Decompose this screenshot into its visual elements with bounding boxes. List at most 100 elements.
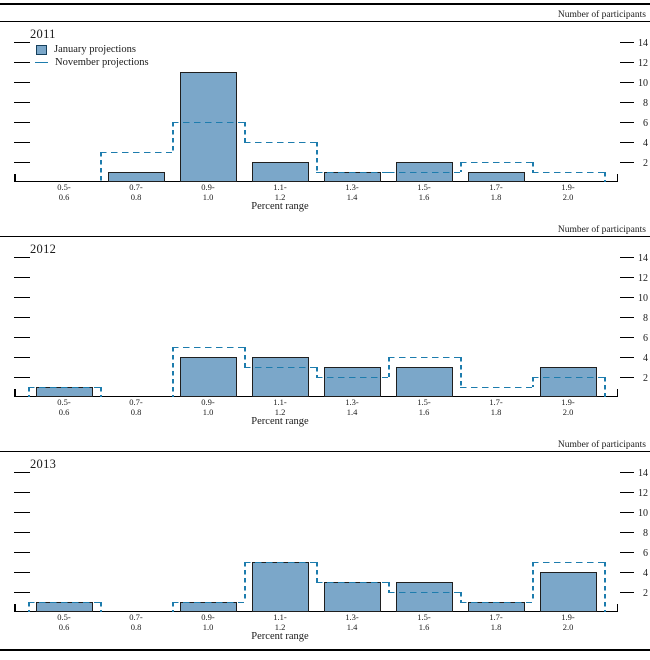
y-tick-left [14, 41, 30, 44]
y-tick-left [14, 376, 30, 379]
x-tick-line1: 0.5- [57, 397, 71, 408]
x-tick-line1: 1.9- [561, 182, 575, 193]
november-dash-connector [604, 172, 606, 183]
x-tick-line1: 0.9- [201, 612, 215, 623]
november-dash-segment [172, 601, 244, 604]
november-dash-segment [244, 561, 316, 564]
y-tick-label: 8 [643, 313, 648, 325]
x-tick-label: 1.1- 1.2 [244, 183, 316, 202]
x-tick-line2: 1.6 [418, 406, 430, 417]
legend-item-january: January projections [36, 43, 149, 56]
legend-label-november: November projections [55, 57, 149, 69]
x-axis-2011: 0.5- 0.6 0.7- 0.8 0.9- 1.0 1.1- 1.2 1.3- 1.4 1.5- 1… [0, 182, 650, 202]
y-tick-left [14, 121, 30, 124]
y-tick-label: 4 [643, 138, 648, 150]
y-tick-right [620, 141, 634, 144]
x-tick-line1: 1.5- [417, 182, 431, 193]
histogram-bar [539, 367, 597, 398]
november-dash-segment [460, 601, 532, 604]
november-dash-connector [172, 347, 174, 398]
y-tick-left [14, 81, 30, 84]
x-tick-line2: 1.6 [418, 621, 430, 632]
histogram-bar [179, 357, 237, 398]
histogram-bar [467, 602, 525, 613]
y-tick-left [14, 296, 30, 299]
x-tick-label: 1.3- 1.4 [316, 398, 388, 417]
histogram-bar [467, 172, 525, 183]
x-tick-label: 1.5- 1.6 [388, 183, 460, 202]
x-tick-line2: 1.2 [274, 406, 286, 417]
y-tick-label: 2 [643, 373, 648, 385]
november-dash-connector [100, 152, 102, 183]
histogram-bar [35, 602, 93, 613]
y-tick-right [620, 336, 634, 339]
november-dash-segment [244, 141, 316, 144]
x-tick-label: 1.5- 1.6 [388, 613, 460, 632]
y-tick-left [14, 61, 30, 64]
november-dash-segment [460, 161, 532, 164]
y-tick-label: 12 [638, 273, 648, 285]
x-axis-end-tick [616, 604, 618, 613]
histogram-bar [323, 582, 381, 613]
november-dash-connector [460, 592, 462, 603]
x-tick-label: 0.9- 1.0 [172, 613, 244, 632]
x-axis-end-tick [616, 174, 618, 183]
y-tick-label: 2 [643, 588, 648, 600]
y-tick-right [620, 471, 634, 474]
x-tick-line2: 1.0 [202, 621, 214, 632]
histogram-bar [251, 162, 309, 183]
y-tick-right [620, 356, 634, 359]
y-tick-label: 14 [638, 253, 648, 265]
november-dash-segment [244, 366, 316, 369]
y-tick-left [14, 491, 30, 494]
y-tick-right [620, 296, 634, 299]
november-dash-segment [100, 151, 172, 154]
y-tick-right [620, 161, 634, 164]
x-tick-line2: 2.0 [562, 406, 574, 417]
y-tick-left [14, 511, 30, 514]
legend-label-january: January projections [54, 44, 136, 56]
x-tick-line1: 1.7- [489, 397, 503, 408]
plot-area-2013: 2013 2 4 6 8 10 12 14 [0, 452, 650, 613]
x-tick-line1: 0.7- [129, 182, 143, 193]
histogram-bar [539, 572, 597, 613]
x-tick-line2: 1.4 [346, 191, 358, 202]
november-dash-connector [100, 602, 102, 613]
x-tick-line1: 1.1- [273, 612, 287, 623]
y-tick-right [620, 376, 634, 379]
november-dash-connector [460, 162, 462, 173]
november-dash-connector [172, 602, 174, 613]
november-dash-segment [172, 121, 244, 124]
x-axis-end-tick [14, 389, 16, 398]
x-tick-line2: 2.0 [562, 621, 574, 632]
x-tick-line2: 1.6 [418, 191, 430, 202]
x-tick-line2: 1.8 [490, 191, 502, 202]
x-tick-line2: 1.0 [202, 191, 214, 202]
y-tick-right [620, 81, 634, 84]
y-tick-right [620, 316, 634, 319]
x-axis-title: Percent range [251, 631, 309, 643]
x-tick-line1: 1.7- [489, 612, 503, 623]
x-tick-line2: 0.6 [58, 621, 70, 632]
november-dash-segment [316, 376, 388, 379]
x-tick-line1: 0.7- [129, 397, 143, 408]
x-tick-label: 0.7- 0.8 [100, 613, 172, 632]
x-axis-end-tick [14, 174, 16, 183]
x-tick-label: 1.7- 1.8 [460, 398, 532, 417]
panel-year-title: 2011 [30, 27, 56, 42]
november-dash-segment [388, 356, 460, 359]
x-axis-2012: 0.5- 0.6 0.7- 0.8 0.9- 1.0 1.1- 1.2 1.3- 1.4 1.5- 1… [0, 397, 650, 417]
legend-item-november: November projections [35, 56, 149, 69]
x-tick-line2: 1.4 [346, 621, 358, 632]
x-tick-line2: 1.2 [274, 191, 286, 202]
y-tick-right [620, 551, 634, 554]
november-dash-segment [28, 601, 100, 604]
y-tick-left [14, 471, 30, 474]
y-tick-label: 12 [638, 58, 648, 70]
x-tick-line2: 0.8 [130, 621, 142, 632]
y-tick-left [14, 551, 30, 554]
x-tick-label: 0.5- 0.6 [28, 613, 100, 632]
y-tick-right [620, 591, 634, 594]
november-dash-connector [316, 562, 318, 583]
